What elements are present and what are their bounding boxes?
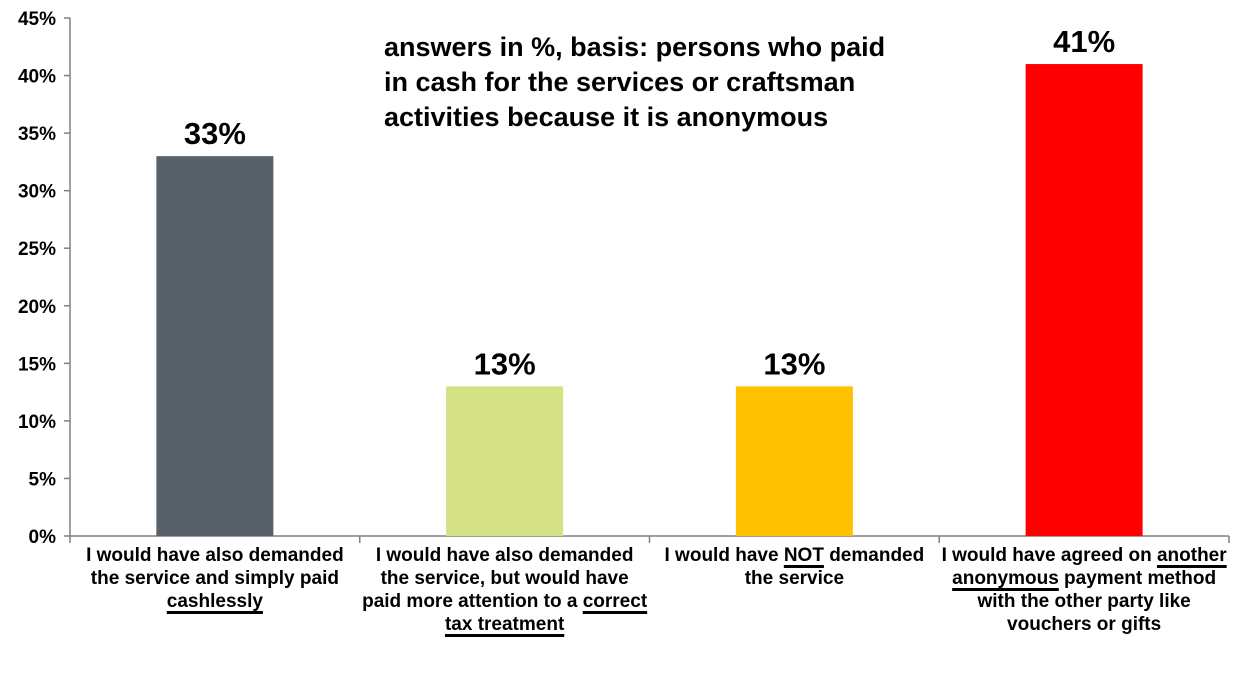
chart-annotation: answers in %, basis: persons who paid in… (384, 32, 886, 132)
bar (1025, 64, 1143, 537)
label-text: I would have (664, 545, 784, 566)
x-category-label: I would have also demanded the service, … (360, 544, 650, 636)
y-tick-label: 30% (18, 182, 56, 203)
bars (156, 64, 1143, 537)
y-tick-label: 10% (18, 412, 56, 433)
bar (156, 156, 274, 536)
y-tick-label: 15% (18, 354, 56, 375)
label-text: payment method with the other party like… (977, 568, 1217, 635)
underlined-text: cashlessly (166, 591, 263, 612)
data-label: 41% (1053, 24, 1115, 59)
bar (735, 386, 853, 536)
y-tick-label: 45% (18, 9, 56, 30)
underlined-text: NOT (783, 545, 824, 566)
underlined-text: correct tax treatment (444, 591, 648, 635)
data-labels: 33% 13% 13% 41% (184, 24, 1115, 381)
bar (446, 386, 564, 536)
y-tick-label: 20% (18, 297, 56, 318)
y-tick-label: 35% (18, 124, 56, 145)
x-category-label: I would have agreed on another anonymous… (939, 544, 1229, 636)
y-tick-label: 40% (18, 67, 56, 88)
x-category-label: I would have also demanded the service a… (70, 544, 360, 613)
y-tick-label: 25% (18, 239, 56, 260)
underlined-text: another anonymous (952, 545, 1227, 589)
x-category-label: I would have NOT demanded the service (649, 544, 939, 590)
y-tick-label: 5% (29, 469, 57, 490)
data-label: 13% (763, 346, 825, 381)
y-tick-label: 0% (29, 527, 57, 548)
label-text: I would have agreed on (941, 545, 1157, 566)
label-text: demanded the service (744, 545, 925, 589)
data-label: 13% (474, 346, 536, 381)
data-label: 33% (184, 116, 246, 151)
label-text: I would have also demanded the service a… (86, 545, 344, 589)
label-text: I would have also demanded the service, … (362, 545, 634, 612)
